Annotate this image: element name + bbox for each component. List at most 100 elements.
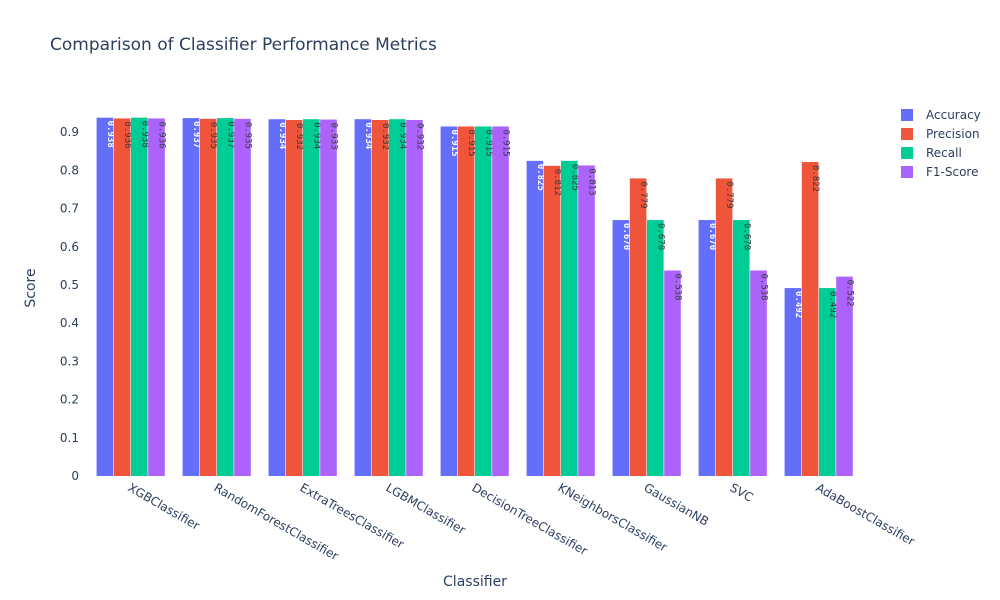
bar-data-label: 0.779	[724, 181, 734, 208]
y-tick-label: 0.2	[60, 393, 79, 407]
bar-data-label: 0.670	[741, 223, 751, 250]
bar-precision[interactable]	[371, 119, 389, 476]
bar-accuracy[interactable]	[526, 160, 544, 476]
bar-f1-score[interactable]	[578, 165, 595, 476]
bar-data-label: 0.932	[380, 123, 390, 150]
bar-recall[interactable]	[131, 117, 148, 477]
legend-item[interactable]: Precision	[901, 127, 980, 141]
bar-accuracy[interactable]	[96, 117, 114, 477]
x-tick-label: AdaBoostClassifier	[814, 480, 918, 548]
bar-data-label: 0.915	[466, 129, 476, 156]
bar-recall[interactable]	[561, 160, 578, 476]
x-axis: XGBClassifier RandomForestClassifierExtra…	[126, 480, 918, 563]
bar-accuracy[interactable]	[182, 118, 200, 476]
bar-precision[interactable]	[629, 178, 647, 477]
bar-recall[interactable]	[733, 220, 750, 476]
bar-precision[interactable]	[457, 126, 475, 476]
bar-data-label: 0.936	[122, 121, 132, 148]
bar-precision[interactable]	[715, 178, 733, 477]
bar-f1-score[interactable]	[664, 270, 681, 476]
bar-data-label: 0.932	[415, 123, 425, 150]
bar-precision[interactable]	[543, 165, 561, 476]
bar-f1-score[interactable]	[492, 126, 509, 476]
y-tick-label: 0.6	[60, 240, 79, 254]
bar-data-label: 0.915	[449, 129, 459, 156]
x-tick-label: LGBMClassifier	[384, 480, 468, 537]
bar-data-label: 0.933	[329, 123, 339, 150]
bar-data-label: 0.492	[793, 291, 803, 318]
bar-recall[interactable]	[647, 220, 664, 476]
bar-recall[interactable]	[303, 119, 320, 477]
legend-swatch	[901, 166, 913, 178]
bar-data-label: 0.938	[139, 121, 149, 148]
bar-data-label: 0.938	[105, 121, 115, 148]
bar-precision[interactable]	[285, 119, 303, 476]
legend-item[interactable]: Accuracy	[901, 108, 981, 122]
bar-data-label: 0.934	[311, 122, 321, 149]
legend-swatch	[901, 109, 913, 121]
legend-item[interactable]: F1-Score	[901, 165, 978, 179]
bar-data-label: 0.822	[810, 165, 820, 192]
legend-item[interactable]: Recall	[901, 146, 962, 160]
legend-label: Recall	[926, 146, 962, 160]
bar-f1-score[interactable]	[750, 270, 767, 476]
bar-f1-score[interactable]	[320, 119, 337, 476]
bar-data-label: 0.915	[501, 129, 511, 156]
bar-precision[interactable]	[199, 118, 217, 476]
y-tick-label: 0.7	[60, 202, 79, 216]
bar-accuracy[interactable]	[440, 126, 458, 476]
x-tick-label: XGBClassifier	[126, 480, 203, 532]
bar-data-label: 0.934	[363, 122, 373, 150]
bar-data-label: 0.538	[759, 273, 769, 300]
bar-recall[interactable]	[389, 119, 406, 477]
bar-data-label: 0.538	[673, 273, 683, 300]
bar-precision[interactable]	[113, 118, 131, 476]
legend-label: Accuracy	[926, 108, 981, 122]
bar-recall[interactable]	[819, 288, 836, 476]
bar-accuracy[interactable]	[784, 288, 802, 476]
bar-data-label: 0.813	[587, 168, 597, 195]
bar-data-label: 0.936	[157, 121, 167, 148]
y-tick-label: 0	[71, 469, 79, 483]
bar-accuracy[interactable]	[268, 119, 286, 477]
x-axis-title: Classifier	[443, 574, 507, 590]
x-tick-label: SVC	[728, 480, 756, 504]
bar-accuracy[interactable]	[612, 220, 630, 476]
legend-label: Precision	[926, 127, 980, 141]
y-tick-label: 0.4	[60, 316, 79, 330]
bar-data-label: 0.670	[621, 223, 631, 250]
legend[interactable]: Accuracy Precision Recall F1-Score	[901, 108, 981, 179]
bar-data-label: 0.935	[243, 122, 253, 149]
bar-f1-score[interactable]	[836, 276, 853, 476]
bar-data-label: 0.492	[827, 291, 837, 318]
y-tick-label: 0.5	[60, 278, 79, 292]
y-tick-label: 0.9	[60, 125, 79, 139]
bar-data-label: 0.937	[225, 121, 235, 148]
bar-accuracy[interactable]	[698, 220, 716, 476]
bar-recall[interactable]	[475, 126, 492, 476]
y-axis-title: Score	[23, 268, 39, 307]
bar-data-label: 0.670	[707, 223, 717, 250]
bar-accuracy[interactable]	[354, 119, 372, 477]
legend-label: F1-Score	[926, 165, 978, 179]
bar-data-label: 0.779	[638, 181, 648, 208]
bar-data-label: 0.522	[845, 280, 855, 307]
bar-recall[interactable]	[217, 118, 234, 476]
legend-swatch	[901, 128, 913, 140]
chart-title: Comparison of Classifier Performance Met…	[50, 35, 437, 55]
bar-data-label: 0.934	[277, 122, 287, 150]
bar-f1-score[interactable]	[406, 119, 423, 476]
bar-f1-score[interactable]	[148, 118, 165, 476]
bar-data-label: 0.825	[535, 164, 545, 191]
bar-f1-score[interactable]	[234, 118, 251, 476]
y-tick-label: 0.3	[60, 354, 79, 368]
bar-precision[interactable]	[801, 162, 819, 476]
bar-data-label: 0.935	[208, 122, 218, 149]
x-tick-label: GaussianNB	[642, 480, 712, 528]
bar-data-label: 0.670	[655, 223, 665, 250]
bar-data-label: 0.915	[483, 129, 493, 156]
bar-data-label: 0.825	[569, 164, 579, 191]
plot-area: 0.938 0.936 0.938 0.936 0.937 0.935 0.937 0.935…	[96, 117, 855, 477]
legend-swatch	[901, 147, 913, 159]
